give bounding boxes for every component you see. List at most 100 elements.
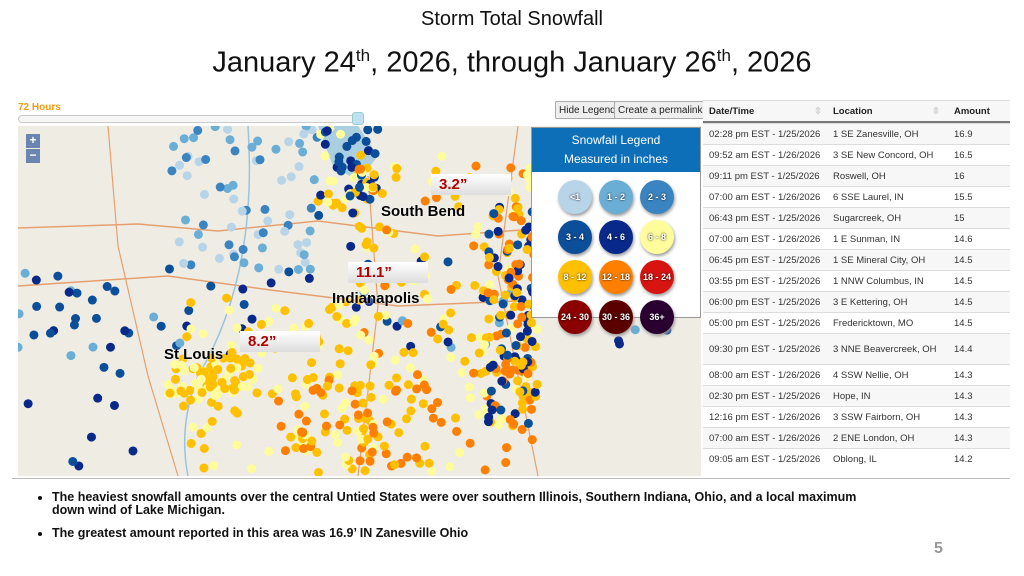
snowfall-report-dot[interactable] bbox=[186, 324, 196, 334]
snowfall-report-dot[interactable] bbox=[335, 359, 345, 369]
snowfall-report-dot[interactable] bbox=[45, 328, 55, 338]
snowfall-report-dot[interactable] bbox=[284, 137, 294, 147]
snowfall-report-dot[interactable] bbox=[406, 406, 416, 416]
snowfall-report-dot[interactable] bbox=[506, 163, 516, 173]
snowfall-report-dot[interactable] bbox=[343, 346, 353, 356]
snowfall-report-dot[interactable] bbox=[464, 382, 474, 392]
snowfall-report-dot[interactable] bbox=[392, 373, 402, 383]
snowfall-report-dot[interactable] bbox=[29, 330, 39, 340]
snowfall-report-dot[interactable] bbox=[405, 363, 415, 373]
snowfall-report-dot[interactable] bbox=[256, 319, 266, 329]
snowfall-report-dot[interactable] bbox=[55, 302, 65, 312]
snowfall-report-dot[interactable] bbox=[169, 141, 179, 151]
snowfall-report-dot[interactable] bbox=[444, 325, 454, 335]
snowfall-report-dot[interactable] bbox=[513, 240, 523, 250]
snowfall-report-dot[interactable] bbox=[208, 379, 218, 389]
column-header-datetime[interactable]: Date/Time ⇳ bbox=[703, 106, 828, 117]
snowfall-report-dot[interactable] bbox=[232, 408, 242, 418]
snowfall-report-dot[interactable] bbox=[228, 180, 238, 190]
snowfall-report-dot[interactable] bbox=[175, 338, 185, 348]
snowfall-report-dot[interactable] bbox=[351, 302, 361, 312]
snowfall-report-dot[interactable] bbox=[99, 362, 109, 372]
snowfall-report-dot[interactable] bbox=[484, 314, 494, 324]
snowfall-report-dot[interactable] bbox=[375, 222, 385, 232]
snowfall-report-dot[interactable] bbox=[349, 317, 359, 327]
snowfall-report-dot[interactable] bbox=[258, 228, 268, 238]
snowfall-report-dot[interactable] bbox=[286, 172, 296, 182]
snowfall-report-dot[interactable] bbox=[260, 204, 270, 214]
snowfall-report-dot[interactable] bbox=[345, 191, 355, 201]
snowfall-report-dot[interactable] bbox=[369, 170, 379, 180]
table-row[interactable]: 07:00 am EST - 1/26/2026 6 SSE Laurel, IN… bbox=[703, 186, 1010, 207]
snowfall-report-dot[interactable] bbox=[427, 404, 437, 414]
snowfall-report-dot[interactable] bbox=[471, 229, 481, 239]
snowfall-report-dot[interactable] bbox=[301, 416, 311, 426]
snowfall-report-dot[interactable] bbox=[186, 298, 196, 308]
sort-icon[interactable]: ⇳ bbox=[814, 105, 822, 117]
snowfall-report-dot[interactable] bbox=[500, 366, 510, 376]
snowfall-report-dot[interactable] bbox=[239, 299, 249, 309]
snowfall-report-dot[interactable] bbox=[381, 310, 391, 320]
snowfall-report-dot[interactable] bbox=[274, 396, 284, 406]
snowfall-report-dot[interactable] bbox=[433, 334, 443, 344]
snowfall-report-dot[interactable] bbox=[189, 363, 199, 373]
snowfall-report-dot[interactable] bbox=[513, 319, 523, 329]
snowfall-report-dot[interactable] bbox=[298, 427, 308, 437]
snowfall-report-dot[interactable] bbox=[614, 336, 624, 346]
snowfall-report-dot[interactable] bbox=[232, 323, 242, 333]
snowfall-report-dot[interactable] bbox=[165, 388, 175, 398]
table-row[interactable]: 06:00 pm EST - 1/25/2026 3 E Kettering, O… bbox=[703, 291, 1010, 312]
snowfall-report-dot[interactable] bbox=[193, 394, 203, 404]
snowfall-report-dot[interactable] bbox=[532, 324, 542, 334]
snowfall-report-dot[interactable] bbox=[213, 401, 223, 411]
snowfall-report-dot[interactable] bbox=[436, 417, 446, 427]
snowfall-report-dot[interactable] bbox=[332, 311, 342, 321]
snowfall-report-dot[interactable] bbox=[302, 238, 312, 248]
snowfall-report-dot[interactable] bbox=[496, 405, 506, 415]
snowfall-report-dot[interactable] bbox=[224, 305, 234, 315]
snowfall-report-dot[interactable] bbox=[347, 162, 357, 172]
snowfall-report-dot[interactable] bbox=[220, 383, 230, 393]
snowfall-report-dot[interactable] bbox=[245, 358, 255, 368]
snowfall-report-dot[interactable] bbox=[420, 196, 430, 206]
column-header-location[interactable]: Location ⇳ bbox=[828, 106, 946, 117]
hide-legend-button[interactable]: Hide Legend bbox=[555, 101, 620, 119]
snowfall-report-dot[interactable] bbox=[86, 432, 96, 442]
snowfall-report-dot[interactable] bbox=[517, 424, 527, 434]
snowfall-report-dot[interactable] bbox=[320, 151, 330, 161]
table-row[interactable]: 07:00 am EST - 1/26/2026 1 E Sunman, IN 14… bbox=[703, 228, 1010, 249]
snowfall-report-dot[interactable] bbox=[403, 318, 413, 328]
snowfall-report-dot[interactable] bbox=[379, 441, 389, 451]
snowfall-report-dot[interactable] bbox=[247, 142, 257, 152]
snowfall-report-dot[interactable] bbox=[390, 355, 400, 365]
table-row[interactable]: 05:00 pm EST - 1/25/2026 Fredericktown, M… bbox=[703, 312, 1010, 333]
snowfall-report-dot[interactable] bbox=[381, 449, 391, 459]
time-slider-handle[interactable] bbox=[352, 112, 364, 125]
snowfall-report-dot[interactable] bbox=[18, 309, 24, 319]
snowfall-report-dot[interactable] bbox=[363, 408, 373, 418]
snowfall-report-dot[interactable] bbox=[198, 220, 208, 230]
snowfall-report-dot[interactable] bbox=[232, 440, 242, 450]
snowfall-report-dot[interactable] bbox=[483, 417, 493, 427]
create-permalink-button[interactable]: Create a permalink bbox=[614, 101, 707, 119]
snowfall-report-dot[interactable] bbox=[284, 267, 294, 277]
snowfall-report-dot[interactable] bbox=[93, 393, 103, 403]
snowfall-report-dot[interactable] bbox=[226, 340, 236, 350]
snowfall-report-dot[interactable] bbox=[516, 216, 526, 226]
snowfall-report-dot[interactable] bbox=[253, 136, 263, 146]
snowfall-report-dot[interactable] bbox=[369, 428, 379, 438]
sort-icon[interactable]: ⇳ bbox=[932, 105, 940, 117]
snowfall-report-dot[interactable] bbox=[495, 345, 505, 355]
snowfall-report-dot[interactable] bbox=[341, 452, 351, 462]
snowfall-report-dot[interactable] bbox=[348, 208, 358, 218]
snowfall-report-dot[interactable] bbox=[356, 330, 366, 340]
snowfall-report-dot[interactable] bbox=[366, 392, 376, 402]
snowfall-report-dot[interactable] bbox=[402, 452, 412, 462]
snowfall-report-dot[interactable] bbox=[520, 342, 530, 352]
snowfall-report-dot[interactable] bbox=[252, 388, 262, 398]
snowfall-report-dot[interactable] bbox=[399, 347, 409, 357]
snowfall-report-dot[interactable] bbox=[530, 387, 540, 397]
snowfall-report-dot[interactable] bbox=[186, 395, 196, 405]
snowfall-report-dot[interactable] bbox=[497, 414, 507, 424]
snowfall-report-dot[interactable] bbox=[433, 398, 443, 408]
